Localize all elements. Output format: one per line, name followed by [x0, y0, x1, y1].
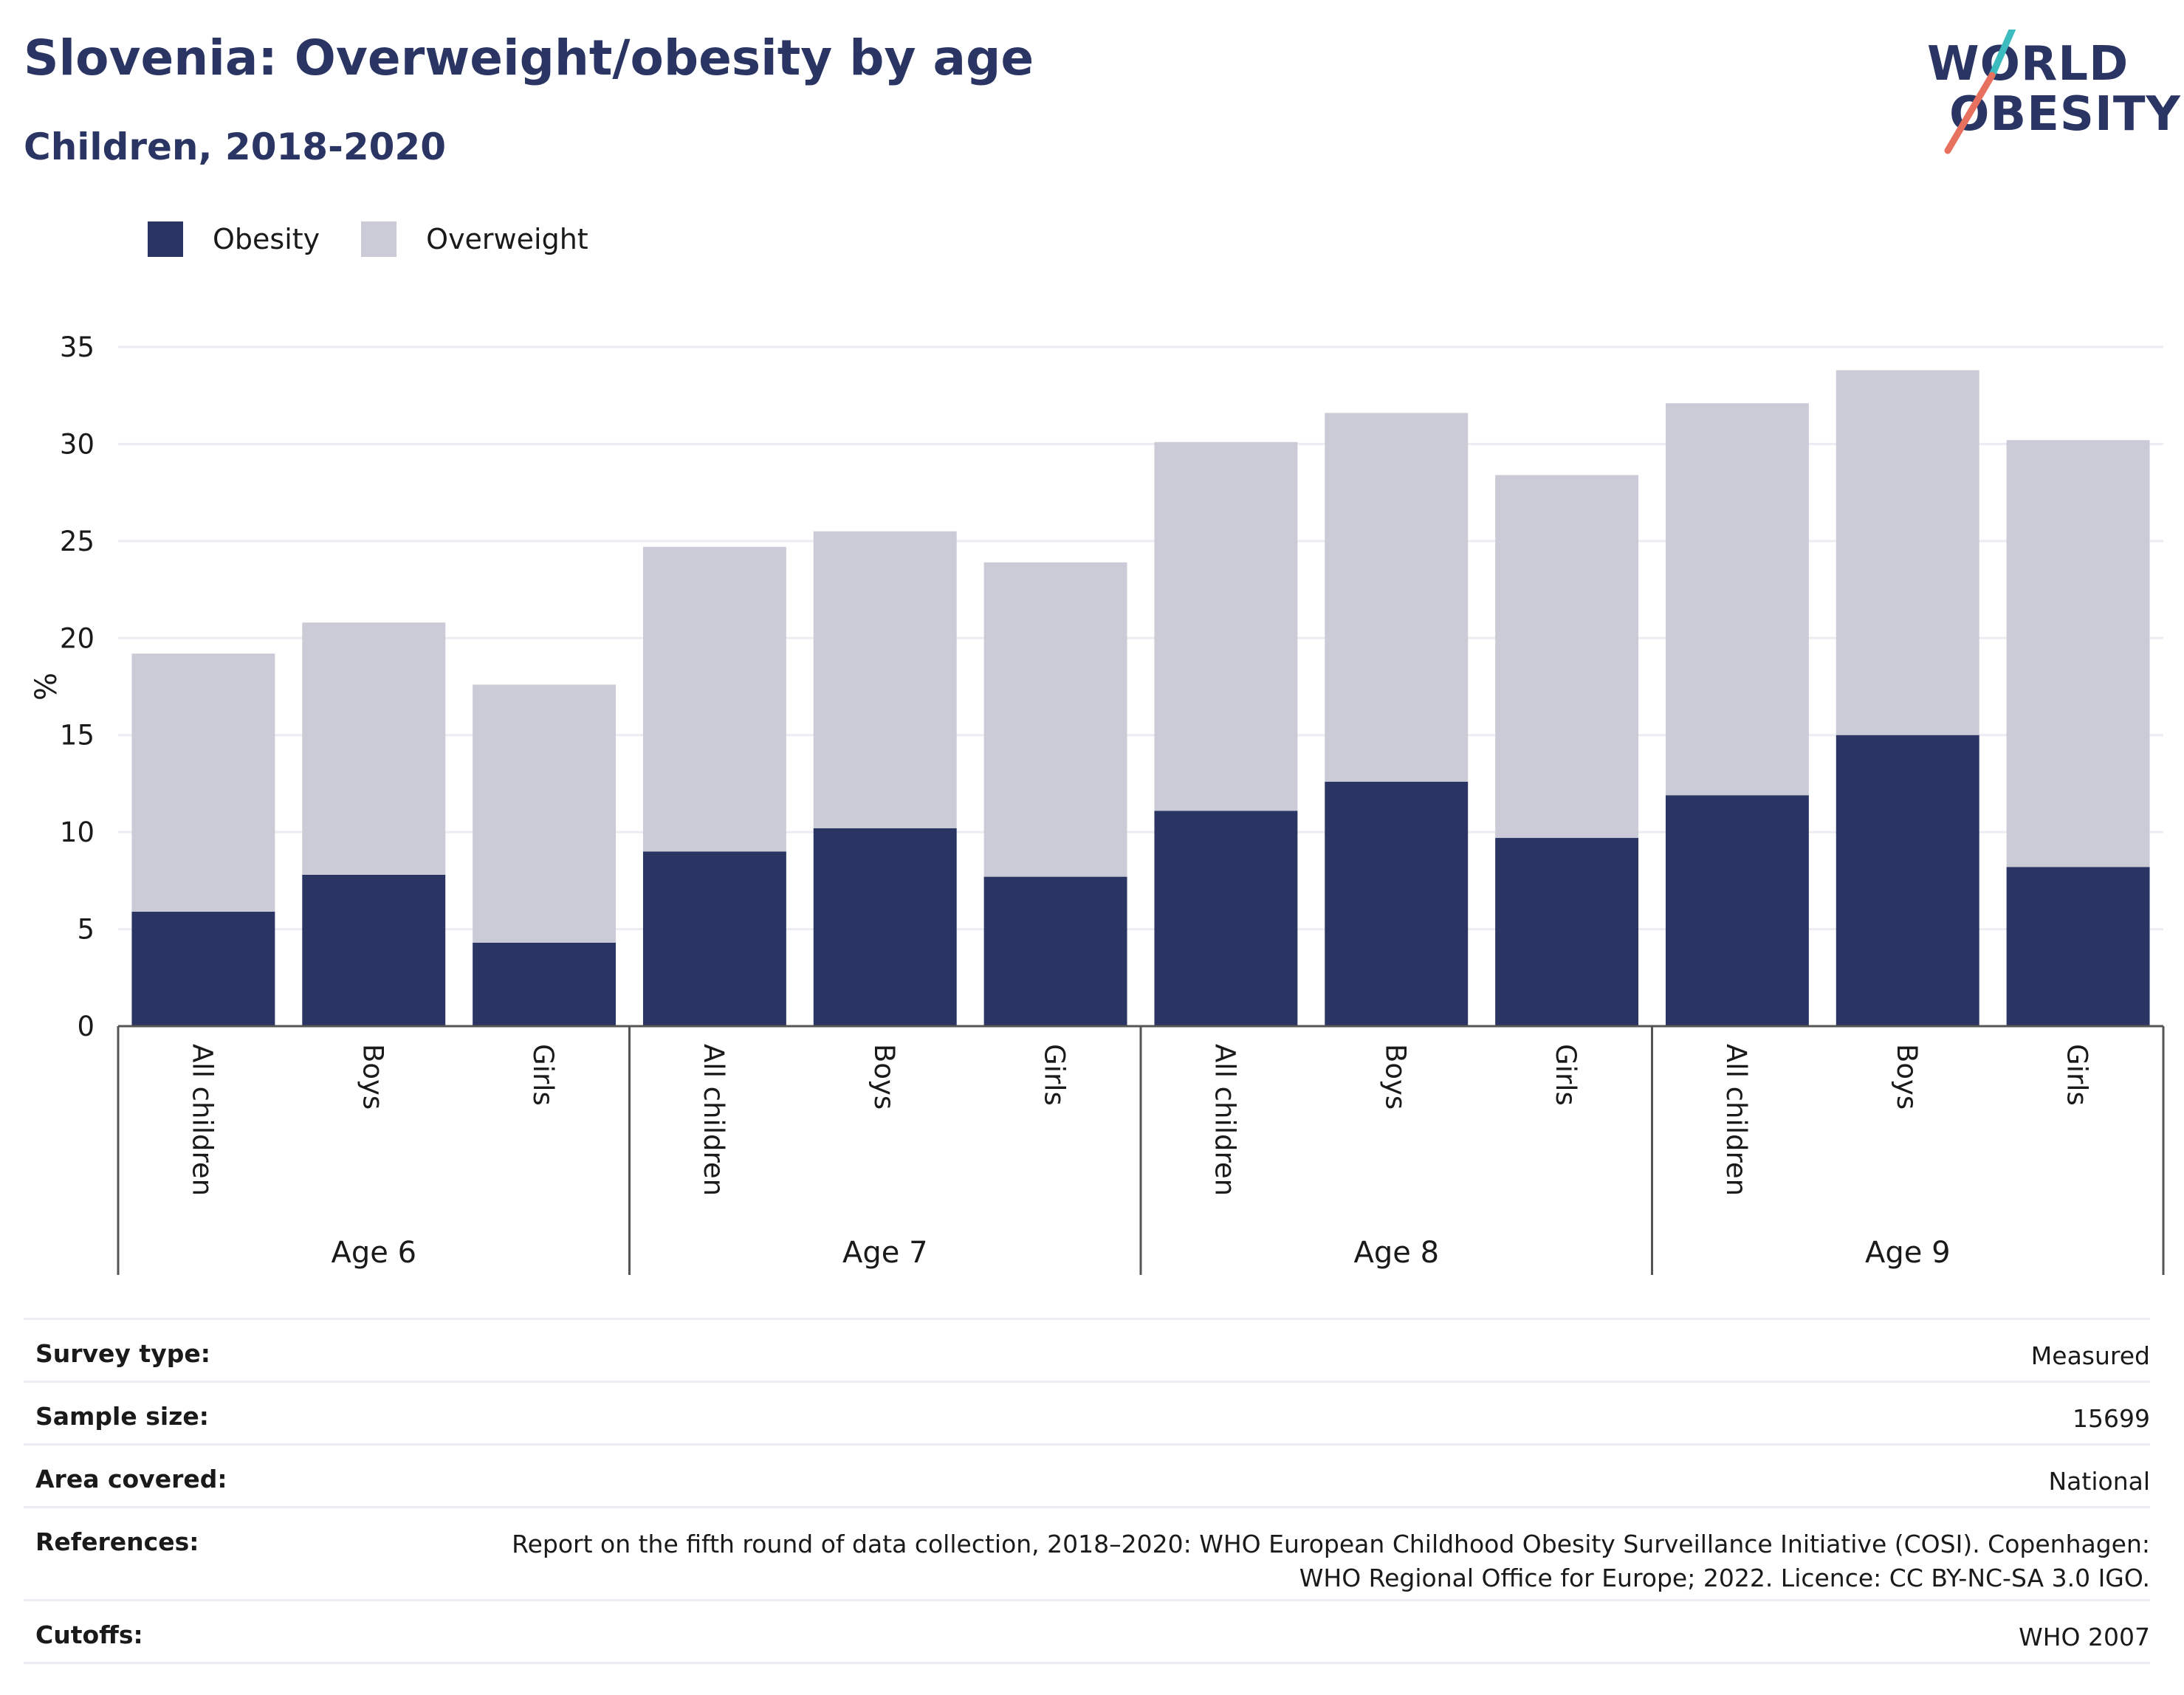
bar-overweight-4	[813, 531, 957, 828]
x-category-label: Boys	[1379, 1044, 1411, 1110]
bar-obesity-8	[1495, 838, 1639, 1026]
chart-subtitle: Children, 2018-2020	[24, 126, 446, 168]
bar-obesity-10	[1836, 735, 1979, 1026]
bar-chart: 0 5 10 15 20 25 30 35% All children Boys Girls All …	[30, 331, 2165, 1275]
survey-type-label: Survey type:	[35, 1339, 210, 1368]
bar-overweight-1	[302, 622, 446, 875]
y-tick-label: 30	[60, 428, 95, 460]
info-row-cutoffs: Cutoffs: WHO 2007	[24, 1599, 2150, 1664]
x-category-label: Boys	[1891, 1044, 1923, 1110]
chart-legend: Obesity Overweight	[148, 220, 630, 258]
sample-size-label: Sample size:	[35, 1402, 209, 1431]
bar-obesity-3	[642, 851, 786, 1026]
y-tick-label: 35	[60, 331, 95, 363]
y-tick-label: 0	[77, 1011, 95, 1042]
bar-overweight-2	[473, 684, 617, 943]
x-category-label: Girls	[1039, 1044, 1071, 1106]
y-tick-label: 5	[77, 914, 95, 946]
cutoffs-label: Cutoffs:	[35, 1620, 143, 1649]
bar-overweight-3	[642, 546, 786, 852]
bar-overweight-6	[1154, 441, 1298, 811]
y-tick-label: 10	[60, 816, 95, 848]
area-covered-value: National	[2048, 1467, 2150, 1496]
x-category-label: Girls	[1550, 1044, 1582, 1106]
x-category-label: Boys	[357, 1044, 388, 1110]
y-axis-label: %	[30, 673, 63, 701]
references-value: Report on the fifth round of data collec…	[512, 1527, 2150, 1599]
bar-obesity-0	[131, 911, 275, 1026]
bar-obesity-9	[1665, 795, 1809, 1026]
info-row-area-covered: Area covered: National	[24, 1443, 2150, 1506]
references-value-line-1: Report on the fifth round of data collec…	[512, 1530, 2150, 1558]
logo-slash-icon	[1944, 30, 2016, 154]
y-tick-label: 25	[60, 526, 95, 557]
x-category-label: All children	[698, 1044, 729, 1196]
x-category-label: Girls	[527, 1044, 559, 1106]
info-row-references: References: Report on the fifth round of…	[24, 1506, 2150, 1599]
legend-label-overweight: Overweight	[426, 223, 588, 255]
legend-item-overweight: Overweight	[361, 221, 588, 257]
bar-obesity-4	[813, 828, 957, 1026]
x-category-label: All children	[186, 1044, 218, 1196]
x-category-label: Girls	[2061, 1044, 2093, 1106]
x-category-label: Boys	[868, 1044, 900, 1110]
bar-overweight-9	[1665, 403, 1809, 796]
x-category-label: All children	[1209, 1044, 1240, 1196]
cutoffs-value: WHO 2007	[2019, 1623, 2150, 1651]
x-group-label: Age 7	[842, 1236, 928, 1270]
info-row-survey-type: Survey type: Measured	[24, 1318, 2150, 1381]
bar-overweight-8	[1495, 475, 1639, 839]
survey-type-value: Measured	[2030, 1341, 2150, 1370]
y-tick-label: 15	[60, 720, 95, 752]
legend-item-obesity: Obesity	[148, 221, 320, 257]
chart-title: Slovenia: Overweight/obesity by age	[24, 30, 1034, 86]
bar-overweight-5	[983, 562, 1127, 877]
legend-label-obesity: Obesity	[213, 223, 320, 255]
bar-obesity-5	[983, 876, 1127, 1026]
logo-line-2: OBESITY	[1949, 87, 2181, 142]
x-group-label: Age 9	[1865, 1236, 1951, 1270]
x-category-label: All children	[1720, 1044, 1752, 1196]
area-covered-label: Area covered:	[35, 1465, 227, 1493]
bar-obesity-1	[302, 874, 446, 1026]
bar-overweight-11	[2006, 440, 2150, 867]
x-group-label: Age 8	[1353, 1236, 1439, 1270]
info-row-sample-size: Sample size: 15699	[24, 1381, 2150, 1443]
y-tick-label: 20	[60, 622, 95, 654]
legend-swatch-obesity	[148, 221, 183, 257]
bar-overweight-0	[131, 653, 275, 912]
bar-obesity-6	[1154, 811, 1298, 1026]
references-value-line-2: WHO Regional Office for Europe; 2022. Li…	[1299, 1563, 2150, 1592]
info-table: Survey type: Measured Sample size: 15699…	[24, 1318, 2150, 1664]
references-label: References:	[35, 1527, 199, 1556]
bar-obesity-7	[1325, 781, 1469, 1026]
x-group-label: Age 6	[331, 1236, 416, 1270]
bar-overweight-7	[1325, 413, 1469, 782]
sample-size-value: 15699	[2073, 1404, 2150, 1433]
bar-obesity-11	[2006, 867, 2150, 1026]
bar-obesity-2	[473, 942, 617, 1026]
logo-line-1: WORLD	[1927, 37, 2129, 92]
legend-swatch-overweight	[361, 221, 397, 257]
world-obesity-logo: WORLD OBESITY	[1920, 30, 2180, 155]
bar-overweight-10	[1836, 370, 1979, 735]
